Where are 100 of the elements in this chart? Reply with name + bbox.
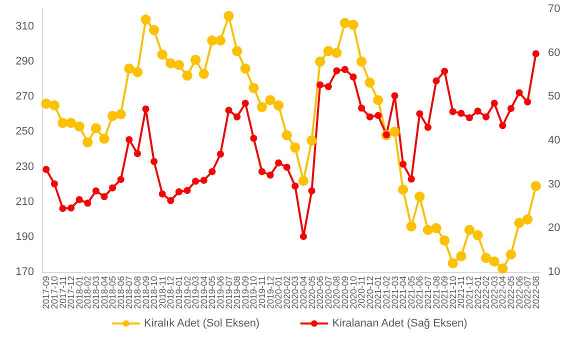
x-tick-label: 2020-01: [274, 276, 284, 310]
point: [149, 25, 160, 36]
x-tick-label: 2022-06: [514, 276, 524, 310]
x-tick-label: 2021-03: [390, 276, 400, 310]
x-tick-label: 2019-12: [265, 276, 276, 310]
point: [215, 36, 226, 46]
point: [166, 58, 176, 68]
x-tick-label: 2022-05: [506, 276, 516, 310]
point: [348, 20, 358, 30]
point: [100, 193, 108, 200]
point: [132, 67, 142, 78]
point: [256, 102, 267, 112]
x-tick-label: 2018-11: [157, 276, 168, 308]
point: [507, 105, 514, 112]
x-tick-label: 2019-08: [232, 276, 242, 310]
point: [441, 68, 448, 75]
legend-label: Kiralık Adet (Sol Eksen): [144, 318, 260, 330]
y-tick-label: 310: [16, 20, 34, 33]
x-tick-label: 2018-09: [140, 276, 151, 310]
point: [232, 46, 242, 56]
point: [481, 252, 492, 263]
y-tick-label: 190: [16, 230, 34, 243]
point: [258, 168, 266, 176]
point: [300, 232, 307, 240]
x-tick-label: 2021-11: [456, 276, 466, 308]
point: [499, 122, 506, 130]
x-tick-label: 2021-04: [398, 276, 408, 310]
x-tick-label: 2021-09: [440, 276, 450, 310]
x-tick-label: 2020-05: [306, 276, 317, 310]
point: [373, 95, 384, 106]
point: [466, 114, 473, 122]
point: [275, 159, 282, 166]
legend-label: Kiralanan Adet (Sağ Eksen): [332, 318, 468, 330]
point: [76, 196, 83, 204]
point: [522, 214, 533, 224]
point: [414, 192, 425, 202]
x-tick-label: 2021-08: [431, 276, 442, 310]
point: [126, 136, 133, 144]
x-tick-label: 2022-01: [472, 276, 483, 310]
point: [390, 126, 400, 137]
x-tick-label: 2019-10: [248, 276, 259, 310]
x-tick-label: 2019-05: [207, 276, 218, 310]
point: [422, 224, 433, 235]
point: [341, 66, 348, 73]
point: [482, 113, 490, 120]
point: [74, 121, 84, 132]
point: [358, 104, 366, 112]
point: [416, 110, 424, 118]
y2-tick-label: 30: [548, 178, 560, 190]
x-tick-label: 2021-05: [406, 276, 416, 310]
point: [124, 64, 134, 74]
point: [134, 150, 141, 158]
x-tick-label: 2021-02: [381, 276, 392, 310]
x-tick-label: 2019-02: [182, 276, 192, 310]
x-tick-label: 2018-04: [99, 276, 110, 310]
x-tick-label: 2020-11: [356, 276, 367, 308]
point: [532, 50, 540, 58]
point: [250, 134, 258, 142]
point: [489, 256, 500, 266]
point: [464, 224, 474, 235]
point: [192, 178, 200, 185]
point: [92, 187, 100, 194]
point: [440, 235, 450, 246]
point: [41, 98, 52, 109]
x-tick-label: 2020-04: [298, 276, 308, 310]
y-tick-label: 230: [16, 160, 34, 173]
point: [308, 187, 316, 194]
point: [82, 137, 93, 148]
x-tick-label: 2020-12: [364, 276, 375, 310]
point: [50, 180, 58, 188]
x-tick-label: 2022-04: [498, 276, 508, 310]
x-tick-label: 2018-07: [124, 276, 134, 310]
x-tick-label: 2020-08: [332, 276, 342, 310]
point: [530, 181, 541, 192]
point: [266, 172, 274, 179]
point: [458, 110, 465, 117]
point: [274, 100, 284, 110]
point: [490, 100, 498, 107]
point: [59, 204, 66, 212]
point: [108, 110, 118, 121]
point: [472, 230, 483, 240]
x-tick-label: 2020-02: [282, 276, 292, 310]
point: [225, 106, 232, 114]
x-tick-label: 2017-10: [49, 276, 60, 310]
x-tick-label: 2020-10: [348, 276, 358, 310]
point: [315, 56, 326, 67]
y-tick-label: 270: [16, 90, 34, 103]
point: [157, 50, 168, 60]
x-tick-label: 2018-08: [132, 276, 142, 310]
x-tick-label: 2022-03: [489, 276, 500, 310]
point: [109, 184, 116, 192]
x-tick-label: 2019-03: [190, 276, 201, 310]
point: [524, 98, 532, 106]
x-tick-label: 2022-02: [481, 276, 492, 310]
point: [182, 70, 192, 81]
point: [424, 124, 432, 131]
point: [449, 108, 456, 116]
point: [474, 108, 482, 115]
point: [42, 166, 50, 173]
point: [516, 89, 523, 96]
